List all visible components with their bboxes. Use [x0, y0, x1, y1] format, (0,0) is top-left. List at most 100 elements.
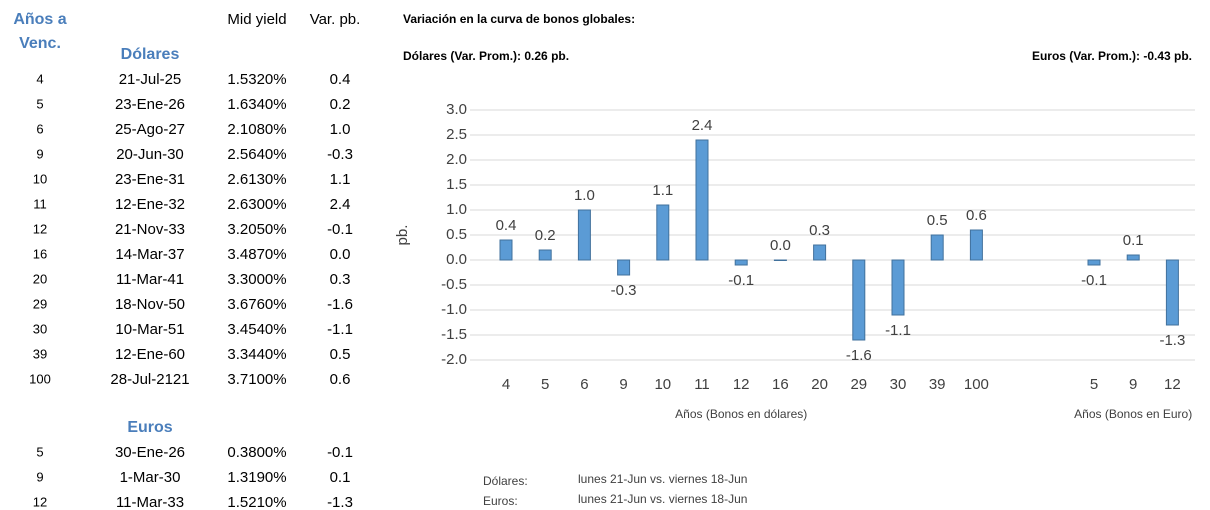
- table-cell: 0.3800%: [227, 444, 286, 461]
- table-cell: 5: [36, 444, 43, 459]
- table-cell: -1.6: [327, 296, 353, 313]
- section-title: Euros: [127, 419, 172, 436]
- x-tick-label: 12: [733, 376, 750, 393]
- table-cell: 1.5320%: [227, 71, 286, 88]
- table-cell: 3.7100%: [227, 371, 286, 388]
- table-cell: 9: [36, 146, 43, 161]
- x-axis-label: Años (Bonos en dólares): [675, 407, 807, 421]
- x-tick-label: 39: [929, 376, 946, 393]
- table-cell: 11-Mar-33: [116, 494, 184, 510]
- table-cell: 4: [36, 71, 43, 86]
- table-cell: 11-Mar-41: [116, 271, 184, 288]
- table-cell: 0.6: [330, 371, 351, 388]
- table-cell: 21-Nov-33: [115, 221, 185, 238]
- table-cell: 2.1080%: [227, 121, 286, 138]
- x-tick-label: 16: [772, 376, 789, 393]
- table-cell: 1.6340%: [227, 96, 286, 113]
- table-cell: 30: [33, 321, 47, 336]
- bar: [577, 209, 591, 261]
- bar: [773, 259, 787, 261]
- table-cell: 12-Ene-60: [115, 346, 185, 363]
- table-cell: 20: [33, 271, 47, 286]
- bar: [695, 139, 709, 261]
- data-label: 0.5: [927, 212, 948, 229]
- x-tick-label: 5: [541, 376, 549, 393]
- table-cell: 3.4870%: [227, 246, 286, 263]
- table-cell: 0.1: [330, 469, 351, 486]
- data-label: 2.4: [692, 117, 713, 134]
- table-cell: 1.5210%: [227, 494, 286, 510]
- table-cell: 12: [33, 221, 47, 236]
- table-cell: 21-Jul-25: [119, 71, 182, 88]
- table-cell: 25-Ago-27: [115, 121, 185, 138]
- table-cell: -0.3: [327, 146, 353, 163]
- x-tick-label: 29: [850, 376, 867, 393]
- bar: [617, 259, 631, 276]
- y-tick-label: 2.0: [446, 151, 467, 168]
- y-tick-label: 0.5: [446, 226, 467, 243]
- table-cell: 10: [33, 171, 47, 186]
- bar: [734, 259, 748, 266]
- table-cell: 3.3440%: [227, 346, 286, 363]
- table-cell: 1.1: [330, 171, 351, 188]
- chart-subtitle: Euros (Var. Prom.): -0.43 pb.: [1032, 49, 1192, 63]
- table-cell: -0.1: [327, 444, 353, 461]
- bar: [1087, 259, 1101, 266]
- y-tick-label: -0.5: [441, 276, 467, 293]
- x-axis-label: Años (Bonos en Euro): [1074, 407, 1192, 421]
- data-label: 0.1: [1123, 232, 1144, 249]
- table-cell: 28-Jul-2121: [110, 371, 189, 388]
- y-axis-label: pb.: [394, 225, 411, 246]
- x-tick-label: 9: [619, 376, 627, 393]
- x-tick-label: 30: [890, 376, 907, 393]
- bar: [969, 229, 983, 261]
- data-label: 0.3: [809, 222, 830, 239]
- x-tick-label: 9: [1129, 376, 1137, 393]
- data-label: 0.0: [770, 237, 791, 254]
- note-label: Dólares:: [483, 474, 528, 488]
- table-cell: -1.3: [327, 494, 353, 510]
- x-tick-label: 4: [502, 376, 510, 393]
- data-label: 0.6: [966, 207, 987, 224]
- table-cell: 100: [29, 371, 51, 386]
- note-label: Euros:: [483, 494, 518, 508]
- table-cell: 9: [36, 469, 43, 484]
- table-cell: 1.3190%: [227, 469, 286, 486]
- y-tick-label: 3.0: [446, 101, 467, 118]
- table-cell: -1.1: [327, 321, 353, 338]
- table-cell: 18-Nov-50: [115, 296, 185, 313]
- note-text: lunes 21-Jun vs. viernes 18-Jun: [578, 492, 747, 506]
- table-cell: 0.5: [330, 346, 351, 363]
- table-cell: 3.2050%: [227, 221, 286, 238]
- table-cell: 0.2: [330, 96, 351, 113]
- data-label: -0.3: [611, 282, 637, 299]
- table-cell: -0.1: [327, 221, 353, 238]
- y-tick-label: 1.0: [446, 201, 467, 218]
- table-cell: 12: [33, 494, 47, 509]
- table-cell: 23-Ene-31: [115, 171, 185, 188]
- table-cell: 11: [33, 196, 47, 211]
- data-label: 1.1: [652, 182, 673, 199]
- y-tick-label: -2.0: [441, 351, 467, 368]
- table-header: Venc.: [19, 35, 61, 52]
- y-tick-label: 0.0: [446, 251, 467, 268]
- table-cell: 29: [33, 296, 47, 311]
- table-cell: 3.3000%: [227, 271, 286, 288]
- table-header: Años a: [13, 11, 66, 28]
- table-cell: 23-Ene-26: [115, 96, 185, 113]
- y-tick-label: 1.5: [446, 176, 467, 193]
- table-cell: 2.6300%: [227, 196, 286, 213]
- table-header: Mid yield: [227, 11, 286, 28]
- bar: [930, 234, 944, 261]
- bar: [1165, 259, 1179, 326]
- data-label: 1.0: [574, 187, 595, 204]
- data-label: 0.2: [535, 227, 556, 244]
- bar: [538, 249, 552, 261]
- data-label: -0.1: [728, 272, 754, 289]
- table-cell: 0.4: [330, 71, 351, 88]
- data-label: -1.6: [846, 347, 872, 364]
- table-cell: 6: [36, 121, 43, 136]
- x-tick-label: 11: [694, 376, 710, 393]
- bar: [891, 259, 905, 316]
